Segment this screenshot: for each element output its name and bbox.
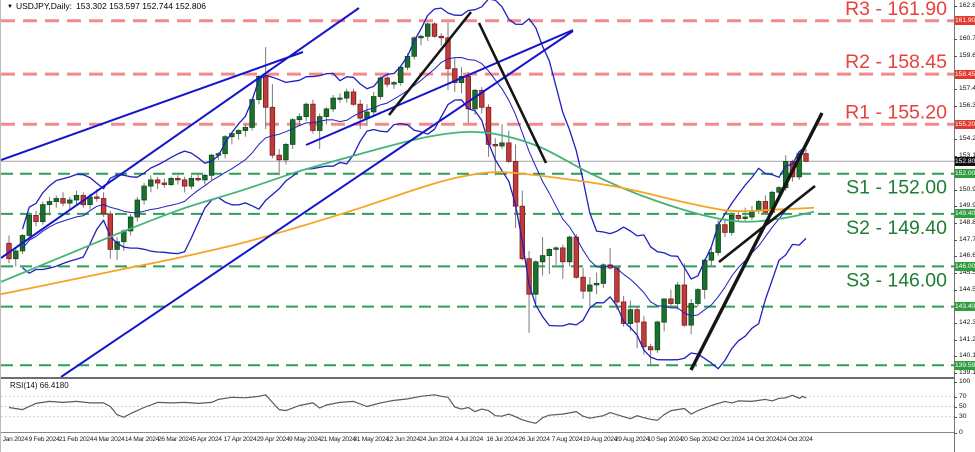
date-tick: 4 Mar 2024: [93, 436, 125, 443]
price-badge-143.400: 143.400: [955, 302, 975, 311]
quote-bar[interactable]: ▼ USDJPY,Daily: 153.302 153.597 152.744 15…: [7, 1, 206, 11]
rsi-scale-tick: 100: [954, 378, 970, 385]
ma-orange: [1, 171, 815, 296]
price-tick: 149.900: [954, 202, 975, 209]
date-tick: 16 Jul 2024: [486, 436, 518, 443]
price-tick: 147.740: [954, 236, 975, 243]
black-trendline-steep-projection-to-r1: [689, 112, 824, 371]
date-tick: 12 Jun 2024: [386, 436, 420, 443]
blue-channel-trendline: [1, 7, 360, 259]
price-tick: 139.100: [954, 369, 975, 376]
price-tick: 160.700: [954, 35, 975, 42]
price-tick: 145.580: [954, 269, 975, 276]
price-axis[interactable]: 162.860 160.700 159.620 157.460 156.380 154.2…: [954, 0, 975, 452]
level-labels: R3 - 161.90 R2 - 158.45 R1 - 155.20 S1 - 15…: [845, 0, 947, 291]
price-tick: 150.980: [954, 186, 975, 193]
black-trendline-october-support: [718, 184, 816, 264]
price-tick: 157.460: [954, 85, 975, 92]
rsi-indicator-label: RSI(14) 66.4180: [10, 381, 69, 390]
bollinger-upper: [21, 0, 807, 280]
date-tick: 26 Jul 2024: [518, 436, 550, 443]
price-tick: 153.140: [954, 152, 975, 159]
price-badge-155.200: 155.200: [955, 120, 975, 129]
date-tick: 9 May 2024: [289, 436, 321, 443]
price-tick: 144.500: [954, 286, 975, 293]
date-tick: 24 Oct 2024: [779, 436, 813, 443]
date-tick: 9 Feb 2024: [28, 436, 60, 443]
support-label-S1: S1 - 152.00: [846, 177, 947, 199]
bollinger-lower: [22, 99, 807, 370]
pane-separator[interactable]: [1, 377, 954, 379]
black-trendline-falling-from-peak: [477, 22, 548, 164]
price-tick: 156.380: [954, 102, 975, 109]
price-chart-canvas: R3 - 161.90 R2 - 158.45 R1 - 155.20 S1 - 15…: [1, 0, 954, 377]
bollinger-middle: [22, 57, 807, 317]
date-tick: 14 Oct 2024: [746, 436, 780, 443]
price-badge-139.598: 139.598: [955, 361, 975, 370]
rsi-scale-tick: 30: [954, 413, 967, 420]
date-tick: 2 Oct 2024: [715, 436, 745, 443]
quote-ohlc-values: 153.302 153.597 152.744 152.806: [76, 1, 207, 11]
date-tick: 14 Mar 2024: [124, 436, 160, 443]
rsi-indicator-pane[interactable]: [1, 379, 954, 432]
rsi-line: [8, 394, 807, 424]
date-tick: 20 Sep 2024: [680, 436, 716, 443]
date-tick: 26 Mar 2024: [157, 436, 193, 443]
rsi-scale-tick: 50: [954, 403, 967, 410]
candlesticks: [6, 22, 809, 366]
rsi-canvas: [1, 394, 954, 424]
blue-channel-trendline: [305, 29, 574, 146]
resistance-label-R2: R2 - 158.45: [845, 51, 947, 73]
date-tick: 7 Aug 2024: [551, 436, 583, 443]
date-tick: 29 Aug 2024: [614, 436, 650, 443]
date-tick: 30 Jan 2024: [1, 436, 28, 443]
price-tick: 159.620: [954, 52, 975, 59]
date-tick: 4 Jul 2024: [455, 436, 483, 443]
price-badge-146.000: 146.000: [955, 262, 975, 271]
trendlines[interactable]: [1, 7, 824, 377]
price-tick: 154.220: [954, 135, 975, 142]
symbol-dropdown-icon[interactable]: ▼: [7, 4, 13, 10]
support-label-S3: S3 - 146.00: [846, 269, 947, 291]
rsi-scale-tick: 0: [954, 429, 963, 436]
price-badge-158.450: 158.450: [955, 70, 975, 79]
date-tick: 29 Apr 2024: [256, 436, 290, 443]
price-tick: 142.340: [954, 319, 975, 326]
price-badge-161.900: 161.900: [955, 16, 975, 25]
resistance-label-R1: R1 - 155.20: [845, 101, 947, 123]
price-tick: 162.860: [954, 2, 975, 9]
ma-green: [1, 130, 815, 283]
blue-channel-trendline: [60, 30, 574, 377]
date-tick: 19 Aug 2024: [582, 436, 618, 443]
price-badge-152.806: 152.806: [955, 157, 975, 166]
date-tick: 21 Feb 2024: [58, 436, 94, 443]
price-tick: 148.820: [954, 219, 975, 226]
rsi-scale-tick: 70: [954, 393, 967, 400]
bollinger-bands: [21, 0, 807, 370]
blue-channel-trendline: [1, 51, 304, 161]
date-tick: 5 Apr 2024: [192, 436, 222, 443]
date-tick: 31 May 2024: [353, 436, 389, 443]
price-tick: 141.260: [954, 336, 975, 343]
price-tick: 146.660: [954, 252, 975, 259]
price-badge-149.400: 149.400: [955, 209, 975, 218]
resistance-label-R3: R3 - 161.90: [845, 0, 947, 20]
support-label-S2: S2 - 149.40: [846, 217, 947, 239]
quote-symbol: USDJPY,Daily:: [15, 1, 73, 11]
date-tick: 17 Apr 2024: [223, 436, 257, 443]
black-trendline-rising-into-peak: [387, 11, 473, 116]
date-tick: 24 Jun 2024: [419, 436, 453, 443]
price-badge-152.000: 152.000: [955, 169, 975, 178]
price-chart-pane[interactable]: R3 - 161.90 R2 - 158.45 R1 - 155.20 S1 - 15…: [1, 0, 954, 377]
date-tick: 10 Sep 2024: [647, 436, 683, 443]
date-tick: 21 May 2024: [320, 436, 356, 443]
rsi-bottom-border: [1, 432, 954, 433]
price-tick: 140.180: [954, 352, 975, 359]
